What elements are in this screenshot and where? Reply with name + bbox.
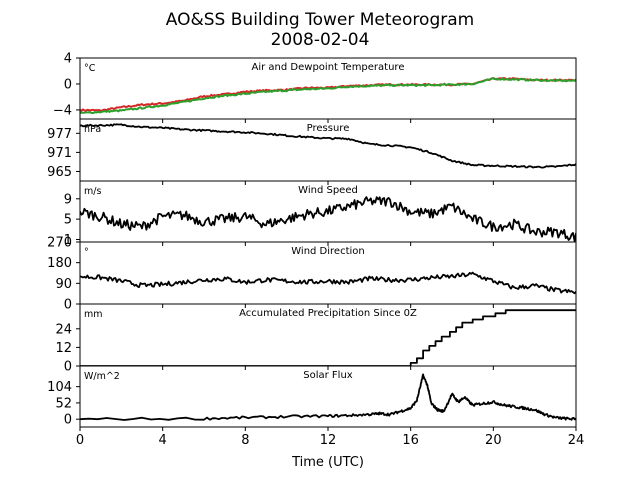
panel-1: 965 971 977 hPa Pressure: [47, 118, 577, 185]
x-axis-label: Time (UTC): [291, 455, 364, 470]
x-tick-label-2: 8: [241, 433, 249, 448]
x-axis: 0 4 8 12 16 20 24: [76, 433, 584, 448]
y-tick-label-5-1: 52: [55, 396, 72, 411]
y-tick-label-1-1: 971: [47, 146, 72, 161]
y-tick-label-3-0: 0: [64, 298, 72, 313]
panel-unit-1: hPa: [84, 124, 101, 135]
panel-2: 1 5 9 m/s Wind Speed: [64, 180, 577, 248]
y-tick-label-2-0: 1: [64, 233, 72, 248]
series-line-0-1: [80, 77, 576, 115]
panel-4: 0 12 24 mm Accumulated Precipitation Since 0…: [55, 303, 577, 375]
y-tick-label-1-2: 977: [47, 127, 72, 142]
panel-title-3: Wind Direction: [291, 246, 365, 257]
y-tick-label-2-1: 5: [64, 213, 72, 228]
x-tick-label-5: 20: [485, 433, 502, 448]
x-tick-label-4: 16: [402, 433, 419, 448]
y-tick-label-0-0: −4: [53, 103, 72, 118]
panel-unit-4: mm: [84, 309, 103, 320]
y-tick-label-1-0: 965: [47, 165, 72, 180]
panel-unit-2: m/s: [84, 186, 101, 197]
series-line-2-0: [80, 196, 576, 242]
panel-3: 0 90 180 270 ° Wind Direction: [47, 236, 577, 313]
series-line-3-0: [80, 271, 576, 295]
y-tick-label-0-2: 4: [64, 52, 72, 67]
figure-title: AO&SS Building Tower Meteorogram: [166, 10, 474, 30]
panels: −4 0 4 °C Air and Dewpoint Temperature 965 971…: [47, 52, 577, 431]
x-tick-label-1: 4: [159, 433, 167, 448]
y-tick-label-4-0: 0: [64, 360, 72, 375]
y-tick-label-3-3: 270: [47, 236, 72, 251]
y-tick-label-5-2: 104: [47, 380, 72, 395]
series-line-5-0: [80, 373, 576, 421]
series-line-4-0: [80, 309, 576, 366]
y-tick-label-0-1: 0: [64, 77, 72, 92]
panel-unit-5: W/m^2: [84, 371, 120, 382]
panel-0: −4 0 4 °C Air and Dewpoint Temperature: [53, 52, 577, 123]
x-tick-label-3: 12: [320, 433, 337, 448]
figure-subtitle: 2008-02-04: [271, 30, 370, 50]
y-tick-label-4-1: 12: [55, 341, 72, 356]
y-tick-label-4-2: 24: [55, 322, 72, 337]
panel-title-5: Solar Flux: [303, 370, 353, 381]
panel-title-2: Wind Speed: [298, 185, 358, 196]
y-tick-label-3-1: 90: [55, 277, 72, 292]
x-tick-label-6: 24: [568, 433, 585, 448]
y-tick-label-3-2: 180: [47, 256, 72, 271]
y-tick-label-2-2: 9: [64, 192, 72, 207]
y-tick-label-5-0: 0: [64, 413, 72, 428]
panel-title-4: Accumulated Precipitation Since 0Z: [239, 308, 417, 319]
x-tick-label-0: 0: [76, 433, 84, 448]
panel-title-0: Air and Dewpoint Temperature: [252, 62, 405, 73]
series-line-1-0: [80, 123, 576, 169]
panel-unit-0: °C: [84, 63, 96, 74]
panel-title-1: Pressure: [307, 123, 350, 134]
panel-unit-3: °: [84, 247, 89, 258]
